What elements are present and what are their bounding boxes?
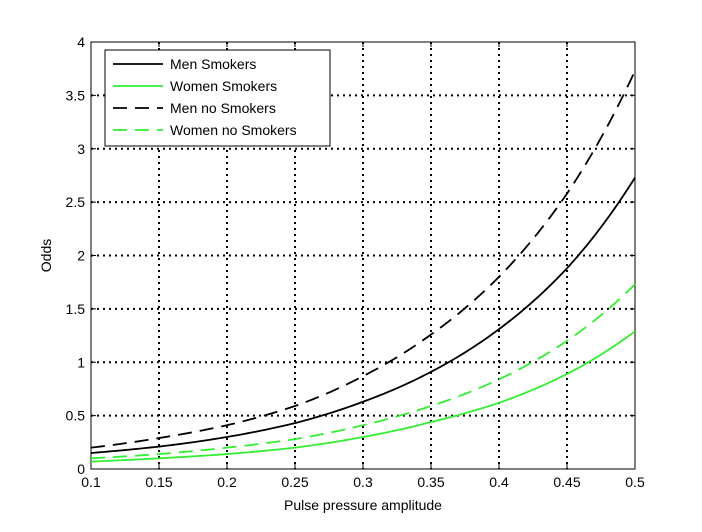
legend: Men Smokers Women Smokers Men no Smokers Wo… (104, 49, 331, 147)
x-axis-title: Pulse pressure amplitude (284, 497, 442, 513)
y-tick-label: 4 (77, 34, 85, 50)
legend-label: Women Smokers (170, 78, 277, 94)
x-tick-label: 0.15 (145, 474, 172, 490)
x-tick-label: 0.3 (353, 474, 373, 490)
y-axis-title: Odds (38, 239, 54, 272)
series-layer (90, 70, 636, 463)
y-tick-label: 2.5 (66, 194, 86, 210)
series-line-women-no-smokers (90, 283, 636, 460)
series-line-men-smokers (90, 177, 636, 454)
x-tick-label: 0.45 (553, 474, 580, 490)
x-tick-label: 0.1 (81, 474, 101, 490)
y-tick-label: 1 (77, 354, 85, 370)
legend-label: Men Smokers (170, 56, 256, 72)
grid-layer (91, 42, 635, 469)
y-tick-label: 2 (77, 248, 85, 264)
x-tick-label: 0.4 (489, 474, 509, 490)
y-tick-label: 1.5 (66, 301, 86, 317)
legend-label: Men no Smokers (170, 100, 276, 116)
series-line-men-no-smokers (90, 70, 636, 449)
y-tick-label: 0 (77, 461, 85, 477)
tick-layer: 0.1 0.15 0.2 0.25 0.3 0.35 0.4 0.45 0.5 0 0.5 1 1.5 2… (66, 34, 645, 490)
x-tick-label: 0.2 (217, 474, 237, 490)
legend-label: Women no Smokers (170, 122, 297, 138)
y-tick-label: 3.5 (66, 87, 86, 103)
y-tick-label: 0.5 (66, 408, 86, 424)
series-line-women-smokers (90, 330, 636, 463)
x-tick-label: 0.25 (281, 474, 308, 490)
x-tick-label: 0.35 (417, 474, 444, 490)
x-tick-label: 0.5 (625, 474, 645, 490)
y-tick-label: 3 (77, 141, 85, 157)
